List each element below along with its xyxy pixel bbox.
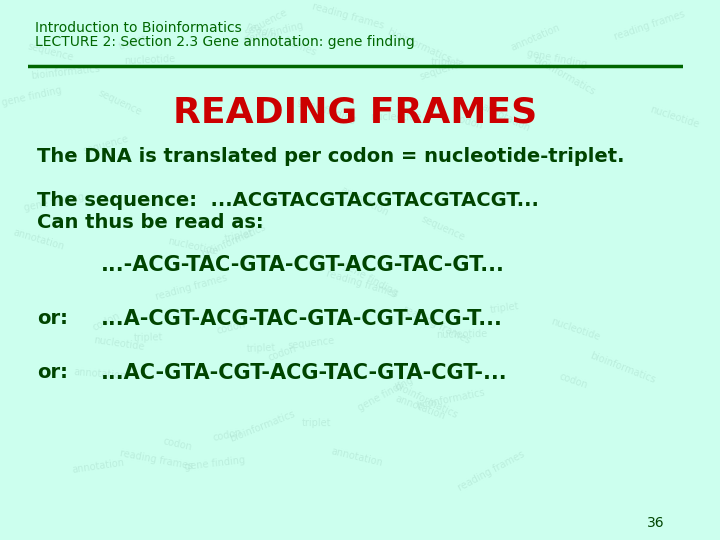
Text: gene finding: gene finding — [356, 375, 415, 413]
Text: nucleotide: nucleotide — [125, 54, 176, 66]
Text: Introduction to Bioinformatics: Introduction to Bioinformatics — [35, 21, 242, 35]
Text: codon: codon — [162, 437, 193, 453]
Text: gene finding: gene finding — [184, 455, 246, 472]
Text: Can thus be read as:: Can thus be read as: — [37, 213, 264, 232]
Text: triplet: triplet — [490, 301, 520, 315]
Text: gene finding: gene finding — [1, 85, 63, 108]
Text: triplet: triplet — [431, 57, 460, 68]
Text: codon: codon — [91, 310, 122, 333]
Text: sequence: sequence — [243, 8, 289, 38]
Text: annotation: annotation — [393, 394, 446, 422]
Text: bioinformatics: bioinformatics — [228, 409, 297, 444]
Text: READING FRAMES: READING FRAMES — [174, 96, 537, 130]
Text: triplet: triplet — [133, 332, 163, 343]
Text: nucleotide: nucleotide — [436, 328, 487, 340]
Text: reading frames: reading frames — [400, 304, 472, 346]
Text: codon: codon — [216, 319, 247, 336]
Text: triplet: triplet — [224, 228, 255, 245]
Text: annotation: annotation — [330, 446, 384, 468]
Text: sequence: sequence — [27, 42, 74, 63]
Text: triplet: triplet — [302, 418, 331, 429]
Text: nucleotide: nucleotide — [93, 335, 145, 352]
Text: nucleotide: nucleotide — [648, 104, 700, 130]
Text: bioinformatics: bioinformatics — [386, 27, 453, 65]
Bar — [28, 9, 683, 69]
Text: reading frames: reading frames — [119, 448, 194, 471]
Text: bioinformatics: bioinformatics — [588, 351, 657, 386]
Text: codon: codon — [267, 343, 298, 363]
Text: triplet: triplet — [246, 343, 276, 354]
Text: gene finding: gene finding — [341, 260, 400, 299]
Text: ...AC-GTA-CGT-ACG-TAC-GTA-CGT-...: ...AC-GTA-CGT-ACG-TAC-GTA-CGT-... — [101, 363, 507, 383]
Text: nucleotide: nucleotide — [549, 317, 600, 343]
Text: gene finding: gene finding — [526, 48, 588, 69]
Text: nucleotide: nucleotide — [370, 112, 421, 123]
Text: or:: or: — [37, 363, 68, 382]
Text: bioinformatics: bioinformatics — [392, 381, 459, 421]
Text: codon: codon — [212, 427, 243, 443]
Text: codon: codon — [452, 113, 484, 131]
Text: The sequence:  ...ACGTACGTACGTACGTACGT...: The sequence: ...ACGTACGTACGTACGTACGT... — [37, 191, 539, 210]
Text: sequence: sequence — [419, 58, 467, 82]
Text: codon: codon — [557, 372, 588, 390]
Text: reading frames: reading frames — [245, 21, 318, 58]
Text: bioinformatics: bioinformatics — [531, 53, 596, 97]
Text: LECTURE 2: Section 2.3 Gene annotation: gene finding: LECTURE 2: Section 2.3 Gene annotation: … — [35, 35, 415, 49]
Text: bioinformatics: bioinformatics — [200, 222, 267, 260]
Text: annotation: annotation — [480, 102, 531, 133]
Text: 36: 36 — [647, 516, 665, 530]
Text: annotation: annotation — [73, 367, 127, 381]
Text: bioinformatics: bioinformatics — [415, 387, 485, 410]
Text: gene finding: gene finding — [296, 97, 357, 125]
Text: annotation: annotation — [12, 227, 66, 252]
Text: reading frames: reading frames — [613, 9, 686, 42]
Text: annotation: annotation — [71, 457, 125, 475]
Text: reading frames: reading frames — [311, 2, 385, 31]
Text: sequence: sequence — [96, 88, 143, 117]
Text: or:: or: — [37, 309, 68, 328]
Text: gene finding: gene finding — [24, 192, 86, 213]
Text: reading frames: reading frames — [154, 273, 228, 302]
Text: reading frames: reading frames — [325, 269, 400, 300]
Text: annotation: annotation — [339, 185, 390, 218]
Text: bioinformatics: bioinformatics — [31, 64, 101, 81]
Text: annotation: annotation — [509, 23, 562, 53]
Text: triplet: triplet — [118, 33, 149, 52]
Text: gene finding: gene finding — [242, 21, 304, 45]
Text: nucleotide: nucleotide — [166, 237, 219, 256]
Text: sequence: sequence — [82, 133, 130, 156]
Text: reading frames: reading frames — [456, 449, 526, 493]
Text: sequence: sequence — [287, 336, 335, 352]
Text: The DNA is translated per codon = nucleotide-triplet.: The DNA is translated per codon = nucleo… — [37, 147, 624, 166]
Text: sequence: sequence — [419, 214, 467, 242]
Text: ...-ACG-TAC-GTA-CGT-ACG-TAC-GT...: ...-ACG-TAC-GTA-CGT-ACG-TAC-GT... — [101, 255, 505, 275]
Text: ...A-CGT-ACG-TAC-GTA-CGT-ACG-T...: ...A-CGT-ACG-TAC-GTA-CGT-ACG-T... — [101, 309, 503, 329]
